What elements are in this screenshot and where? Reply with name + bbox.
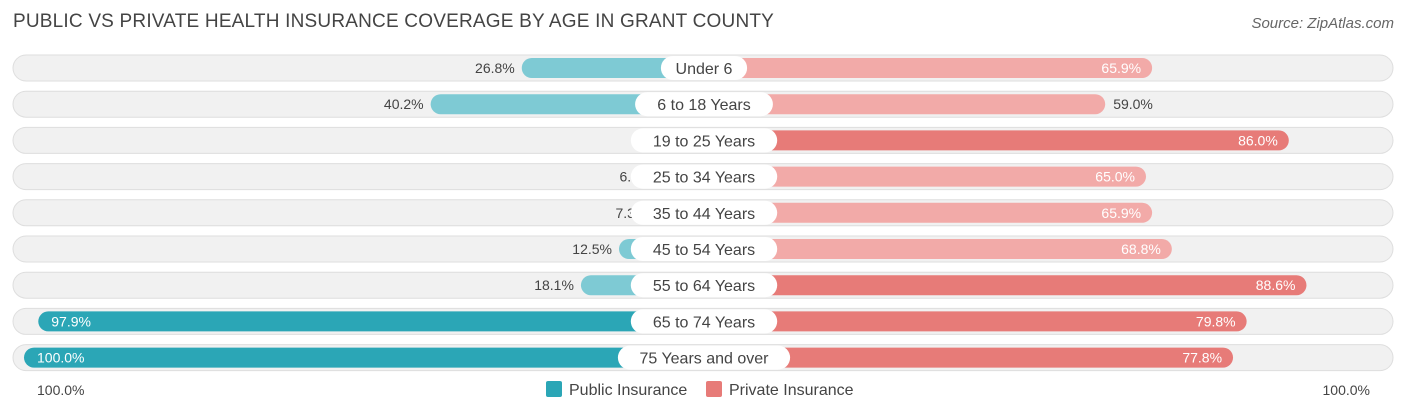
source-label: Source: ZipAtlas.com bbox=[1251, 15, 1394, 32]
category-label: 65 to 74 Years bbox=[653, 314, 755, 331]
private-bar bbox=[704, 130, 1289, 151]
private-bar bbox=[704, 94, 1106, 115]
public-value-label: 26.8% bbox=[475, 60, 515, 76]
private-bar bbox=[704, 347, 1234, 368]
private-value-label: 65.9% bbox=[1101, 60, 1141, 76]
private-value-label: 88.6% bbox=[1256, 277, 1296, 293]
axis-right-label: 100.0% bbox=[1323, 382, 1370, 398]
axis-left-label: 100.0% bbox=[37, 382, 84, 398]
private-bar bbox=[704, 239, 1172, 259]
public-value-label: 40.2% bbox=[384, 96, 424, 112]
private-value-label: 68.8% bbox=[1121, 241, 1161, 257]
private-bar bbox=[704, 58, 1153, 78]
category-label: Under 6 bbox=[676, 61, 733, 78]
legend: Public Insurance Private Insurance bbox=[546, 381, 854, 399]
public-bar bbox=[430, 94, 704, 115]
legend-public-label: Public Insurance bbox=[569, 382, 687, 399]
category-pill bbox=[660, 56, 748, 80]
category-pill bbox=[630, 200, 778, 225]
category-label: 55 to 64 Years bbox=[653, 278, 755, 295]
public-value-label: 12.5% bbox=[572, 241, 612, 257]
category-label: 19 to 25 Years bbox=[653, 133, 755, 150]
private-value-label: 65.0% bbox=[1095, 169, 1135, 185]
bar-rows: 26.8% 65.9% Under 6 40.2% 59.0% 6 to 18 Years… bbox=[12, 54, 1394, 372]
category-pill bbox=[635, 92, 773, 117]
category-pill bbox=[630, 237, 778, 261]
private-bar bbox=[704, 311, 1247, 332]
category-pill bbox=[617, 345, 791, 370]
category-label: 35 to 44 Years bbox=[653, 206, 755, 223]
category-pill bbox=[630, 128, 778, 153]
public-bar bbox=[24, 347, 704, 368]
public-value-label: 100.0% bbox=[37, 350, 84, 366]
private-bar bbox=[704, 202, 1153, 223]
category-label: 6 to 18 Years bbox=[657, 97, 750, 114]
private-bar bbox=[704, 275, 1307, 296]
private-bar bbox=[704, 166, 1146, 187]
private-value-label: 59.0% bbox=[1113, 96, 1153, 112]
private-value-label: 65.9% bbox=[1101, 205, 1141, 221]
legend-private-swatch bbox=[706, 381, 722, 397]
public-bar bbox=[521, 58, 704, 78]
legend-public-swatch bbox=[546, 381, 562, 397]
category-pill bbox=[630, 309, 778, 334]
category-pill bbox=[630, 273, 778, 298]
public-value-label: 97.9% bbox=[51, 313, 91, 329]
private-value-label: 79.8% bbox=[1196, 313, 1236, 329]
public-value-label: 18.1% bbox=[534, 277, 574, 293]
category-pill bbox=[630, 164, 778, 189]
chart-title: PUBLIC VS PRIVATE HEALTH INSURANCE COVER… bbox=[13, 11, 775, 32]
category-label: 75 Years and over bbox=[640, 351, 770, 368]
category-label: 45 to 54 Years bbox=[653, 242, 755, 259]
public-bar bbox=[38, 311, 704, 332]
private-value-label: 86.0% bbox=[1238, 132, 1278, 148]
private-value-label: 77.8% bbox=[1182, 350, 1222, 366]
category-label: 25 to 34 Years bbox=[653, 170, 755, 187]
legend-private-label: Private Insurance bbox=[729, 382, 854, 399]
